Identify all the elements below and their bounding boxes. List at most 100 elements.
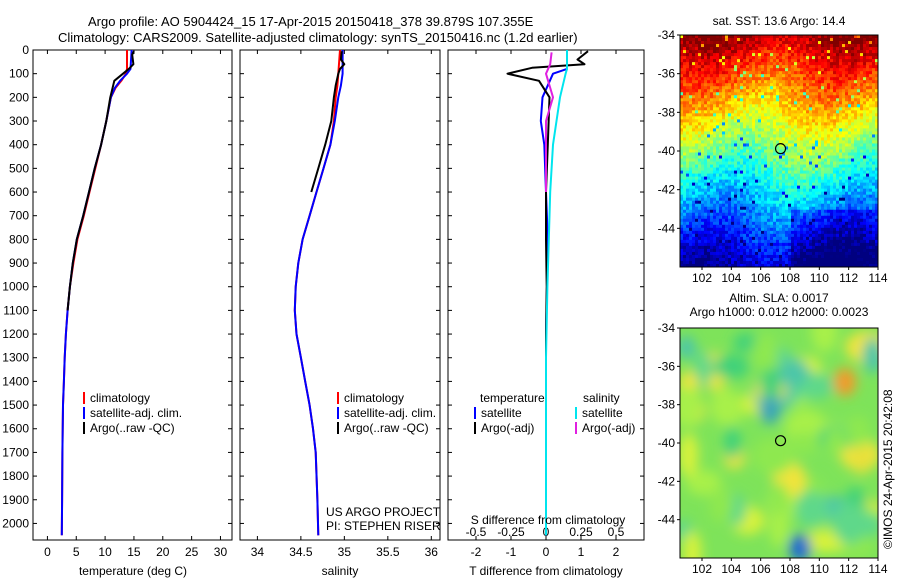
sst-cell <box>761 56 765 60</box>
sst-cell <box>707 221 711 226</box>
sst-cell <box>845 248 849 253</box>
sst-cell <box>809 107 813 111</box>
sst-cell <box>809 194 813 199</box>
sst-cell <box>785 176 789 181</box>
sst-cell <box>731 59 735 63</box>
sst-cell <box>803 128 807 132</box>
sst-cell <box>695 242 699 247</box>
sst-cell <box>836 107 840 111</box>
sst-cell <box>728 71 732 75</box>
sst-cell <box>809 209 813 214</box>
sst-cell <box>764 71 768 75</box>
sst-cell <box>719 146 723 150</box>
sst-cell <box>731 176 735 181</box>
sst-cell <box>851 95 855 99</box>
sst-cell <box>725 77 729 81</box>
sst-cell <box>767 122 771 126</box>
sst-cell <box>875 224 878 229</box>
sst-cell <box>686 227 690 232</box>
sst-cell <box>812 53 816 57</box>
sst-cell <box>698 68 702 72</box>
sst-cell <box>869 212 873 217</box>
sst-cell <box>776 209 780 214</box>
sst-cell <box>683 152 687 156</box>
sst-cell <box>761 50 765 54</box>
sst-cell <box>806 167 810 171</box>
sst-cell <box>689 71 693 75</box>
sst-cell <box>746 125 750 129</box>
sst-cell <box>824 77 828 81</box>
sst-cell <box>734 77 738 81</box>
sst-cell <box>773 194 777 199</box>
sst-cell <box>833 248 837 253</box>
sst-cell <box>731 137 735 141</box>
sst-cell <box>821 164 825 168</box>
sst-cell <box>842 47 846 51</box>
sst-cell <box>749 185 753 190</box>
sst-cell <box>734 218 738 223</box>
sst-cell <box>740 47 744 51</box>
sst-cell <box>737 239 741 244</box>
sst-cell <box>848 80 852 84</box>
sst-cell <box>848 197 852 202</box>
sst-cell <box>836 119 840 123</box>
sst-cell <box>818 95 822 99</box>
sst-cell <box>782 236 786 241</box>
sst-cell <box>866 236 870 241</box>
sst-cell <box>752 146 756 150</box>
sst-cell <box>800 116 804 120</box>
sst-cell <box>803 122 807 126</box>
sst-cell <box>710 209 714 214</box>
sst-cell <box>719 248 723 253</box>
sst-cell <box>833 101 837 105</box>
sst-cell <box>791 95 795 99</box>
sst-cell <box>788 74 792 78</box>
sst-cell <box>818 83 822 87</box>
sst-cell <box>698 209 702 214</box>
sst-cell <box>845 167 849 171</box>
sst-cell <box>719 239 723 244</box>
sst-cell <box>746 197 750 202</box>
sst-cell <box>836 194 840 199</box>
sst-cell <box>815 149 819 153</box>
sst-cell <box>701 221 705 226</box>
sst-cell <box>872 158 876 162</box>
sst-cell <box>851 62 855 66</box>
sst-cell <box>710 137 714 141</box>
sst-cell <box>845 149 849 153</box>
sst-cell <box>692 62 696 66</box>
sst-cell <box>680 230 684 235</box>
sst-cell <box>761 152 765 156</box>
sst-cell <box>797 221 801 226</box>
sst-cell <box>701 173 705 178</box>
sst-cell <box>719 62 723 66</box>
sst-cell <box>746 56 750 60</box>
sst-cell <box>857 191 861 196</box>
x-tick-label: 36 <box>425 545 439 559</box>
sst-cell <box>710 194 714 199</box>
sst-cell <box>830 92 834 96</box>
sst-cell <box>791 137 795 141</box>
sst-cell <box>809 230 813 235</box>
sst-cell <box>869 188 873 193</box>
sst-cell <box>704 80 708 84</box>
sst-cell <box>788 245 792 250</box>
sst-cell <box>869 209 873 214</box>
sst-cell <box>854 116 858 120</box>
sst-cell <box>728 92 732 96</box>
sst-cell <box>800 203 804 208</box>
sst-cell <box>680 242 684 247</box>
sst-cell <box>698 47 702 51</box>
sst-cell <box>740 152 744 156</box>
sst-cell <box>716 209 720 214</box>
sst-cell <box>743 65 747 69</box>
sst-cell <box>716 149 720 153</box>
y-tick-label: 400 <box>9 138 29 152</box>
sst-cell <box>785 122 789 126</box>
sst-cell <box>761 131 765 135</box>
sst-cell <box>749 233 753 238</box>
sst-cell <box>875 197 878 202</box>
sst-cell <box>680 35 684 39</box>
sst-cell <box>731 65 735 69</box>
sst-cell <box>809 128 813 132</box>
